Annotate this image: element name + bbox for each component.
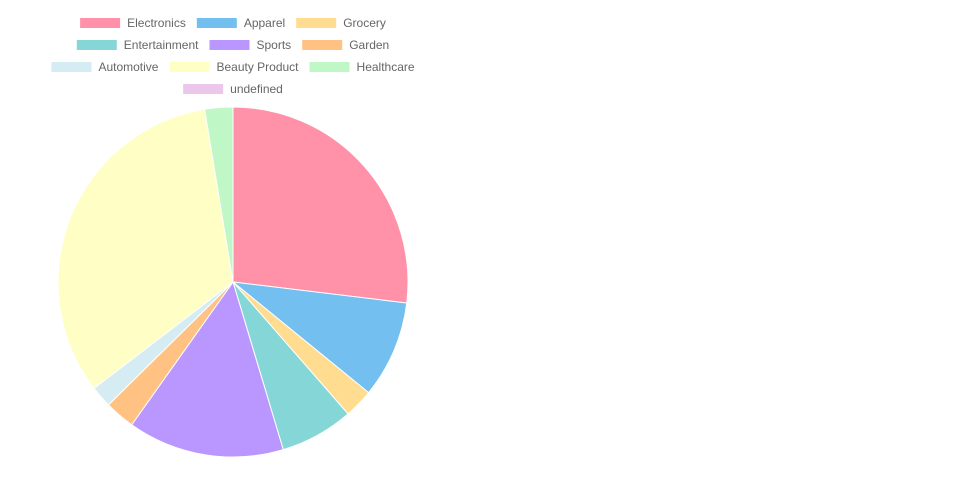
legend-swatch xyxy=(296,18,337,28)
pie-slice-electronics[interactable] xyxy=(232,106,409,304)
pie-slice-sports[interactable] xyxy=(131,280,284,458)
legend-swatch xyxy=(209,40,250,50)
legend-swatch xyxy=(169,62,210,72)
legend-label: Electronics xyxy=(127,16,186,30)
legend-label: Apparel xyxy=(244,16,285,30)
legend-swatch xyxy=(80,18,121,28)
legend-item-electronics[interactable]: Electronics xyxy=(80,16,186,30)
legend-item-automotive[interactable]: Automotive xyxy=(51,60,159,74)
pie-slice-apparel[interactable] xyxy=(231,281,408,394)
pie-slice-beauty-product[interactable] xyxy=(57,108,234,390)
pie-slice-healthcare[interactable] xyxy=(204,106,234,283)
legend-label: Automotive xyxy=(98,60,158,74)
legend-swatch xyxy=(309,62,350,72)
chart-legend: Electronics Apparel Grocery Entertainment Sp… xyxy=(51,16,415,96)
legend-item-grocery[interactable]: Grocery xyxy=(296,16,386,30)
legend-label: Sports xyxy=(257,38,292,52)
legend-label: Beauty Product xyxy=(216,60,299,74)
legend-label: Entertainment xyxy=(124,38,199,52)
legend-item-beauty-product[interactable]: Beauty Product xyxy=(169,60,299,74)
legend-label: undefined xyxy=(230,82,283,96)
legend-item-healthcare[interactable]: Healthcare xyxy=(309,60,415,74)
legend-swatch xyxy=(302,40,343,50)
pie-slices xyxy=(57,106,409,458)
legend-swatch xyxy=(51,62,92,72)
legend-swatch xyxy=(196,18,237,28)
legend-label: Grocery xyxy=(343,16,386,30)
legend-swatch xyxy=(76,40,117,50)
legend-item-undefined[interactable]: undefined xyxy=(183,82,283,96)
legend-item-sports[interactable]: Sports xyxy=(209,38,292,52)
legend-item-entertainment[interactable]: Entertainment xyxy=(76,38,199,52)
legend-item-garden[interactable]: Garden xyxy=(302,38,389,52)
legend-item-apparel[interactable]: Apparel xyxy=(196,16,285,30)
legend-swatch xyxy=(183,84,224,94)
legend-label: Garden xyxy=(349,38,389,52)
legend-label: Healthcare xyxy=(357,60,415,74)
